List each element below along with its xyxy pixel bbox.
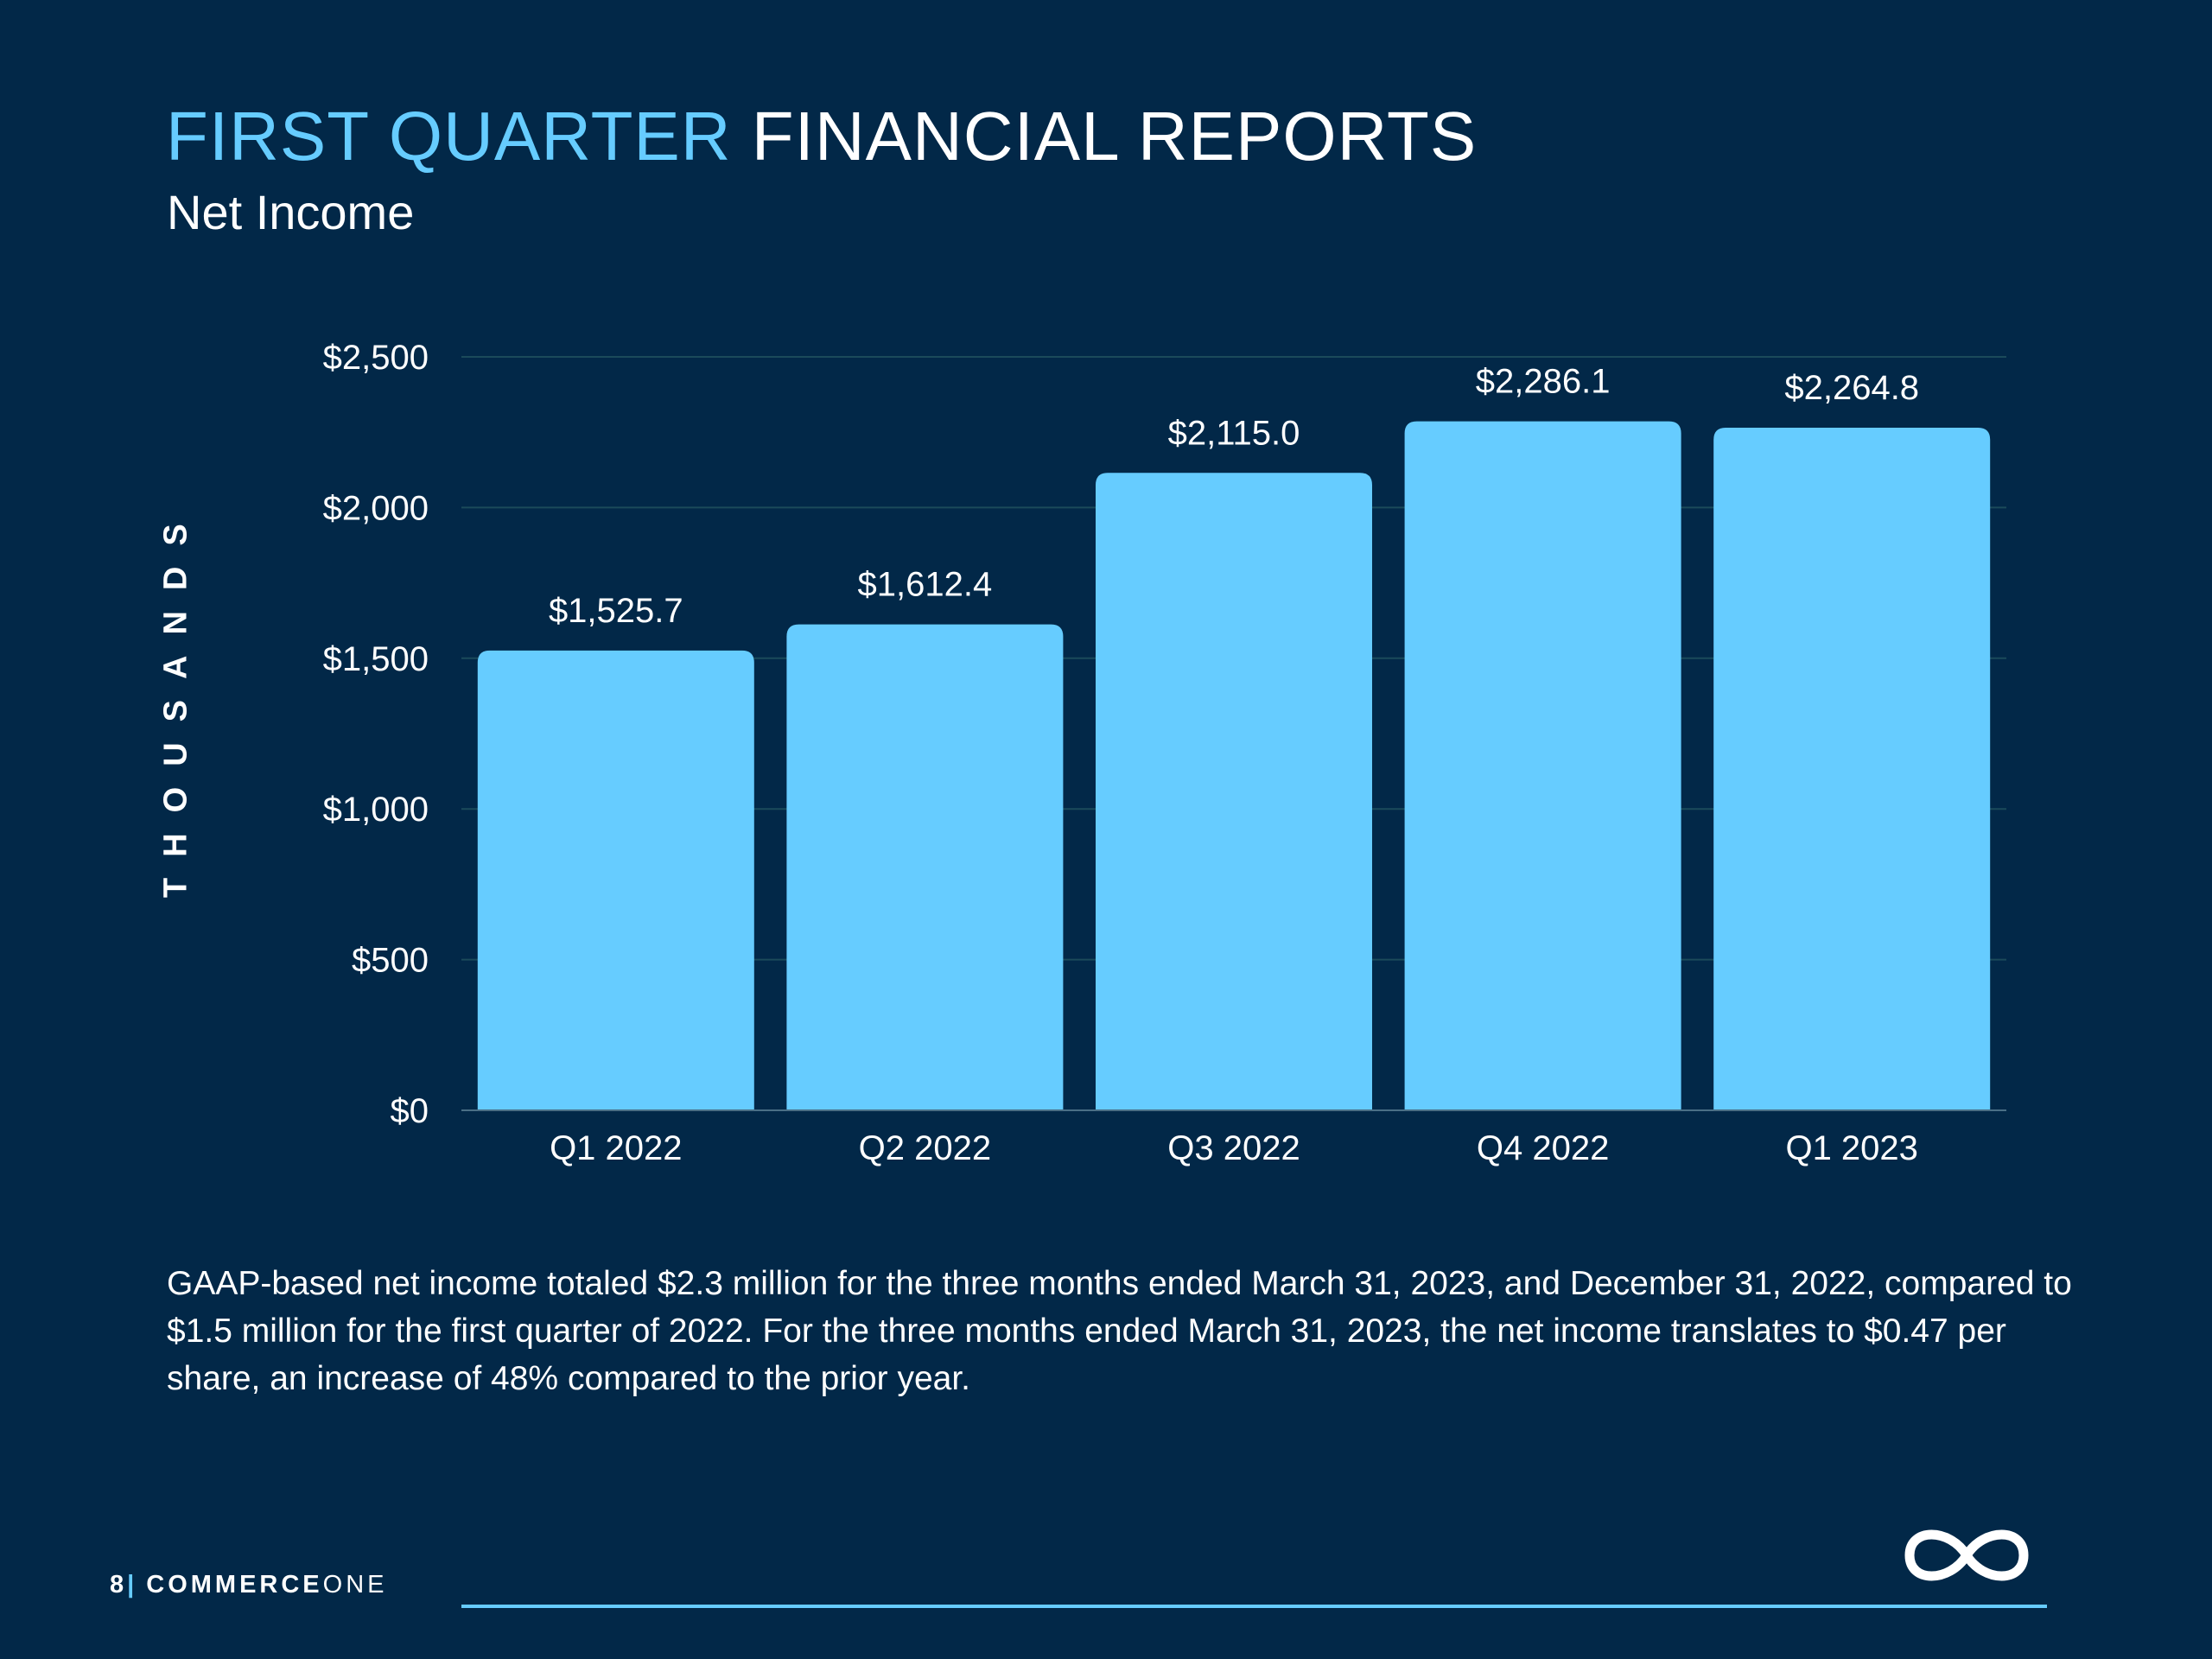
bar-value-label: $1,612.4 <box>858 566 993 604</box>
x-tick-label: Q1 2022 <box>550 1129 682 1167</box>
net-income-bar-chart: $0 $500 $1,000 $1,500 $2,000 $2,500 $1,525.7 Q1… <box>323 339 2006 1167</box>
bar-value-label: $2,115.0 <box>1168 414 1300 452</box>
footer: 8| COMMERCEONE <box>110 1573 388 1598</box>
bar <box>1713 428 1991 1111</box>
bar <box>786 624 1064 1110</box>
bar <box>1096 473 1372 1110</box>
y-tick-label: $1,500 <box>323 640 429 678</box>
y-tick-label: $500 <box>352 942 429 980</box>
bar <box>1404 421 1681 1111</box>
y-tick-label: $0 <box>391 1092 429 1130</box>
y-tick-label: $2,000 <box>323 489 429 527</box>
x-tick-label: Q3 2022 <box>1167 1129 1300 1167</box>
infinity-icon <box>1904 1529 2029 1581</box>
bar <box>477 650 754 1110</box>
page-number: 8 <box>110 1571 128 1599</box>
body-paragraph: GAAP-based net income totaled $2.3 milli… <box>167 1265 2072 1397</box>
brand-name-light: ONE <box>322 1571 388 1599</box>
x-tick-label: Q2 2022 <box>859 1129 991 1167</box>
page-subtitle: Net Income <box>167 185 415 239</box>
y-tick-label: $1,000 <box>323 791 429 829</box>
bar-value-label: $2,264.8 <box>1784 369 1919 407</box>
page-separator: | <box>127 1571 138 1599</box>
page-title-accent: FIRST QUARTER <box>166 98 732 175</box>
page-title-rest: FINANCIAL REPORTS <box>751 98 1478 175</box>
page-title: FIRST QUARTER FINANCIAL REPORTS <box>166 102 1477 171</box>
bar-value-label: $1,525.7 <box>549 592 683 630</box>
bar-value-label: $2,286.1 <box>1476 363 1611 401</box>
brand-name-bold: COMMERCE <box>146 1571 323 1599</box>
x-tick-label: Q4 2022 <box>1477 1129 1609 1167</box>
x-tick-label: Q1 2023 <box>1785 1129 1917 1167</box>
y-tick-label: $2,500 <box>323 339 429 377</box>
footer-rule <box>461 1605 2047 1608</box>
